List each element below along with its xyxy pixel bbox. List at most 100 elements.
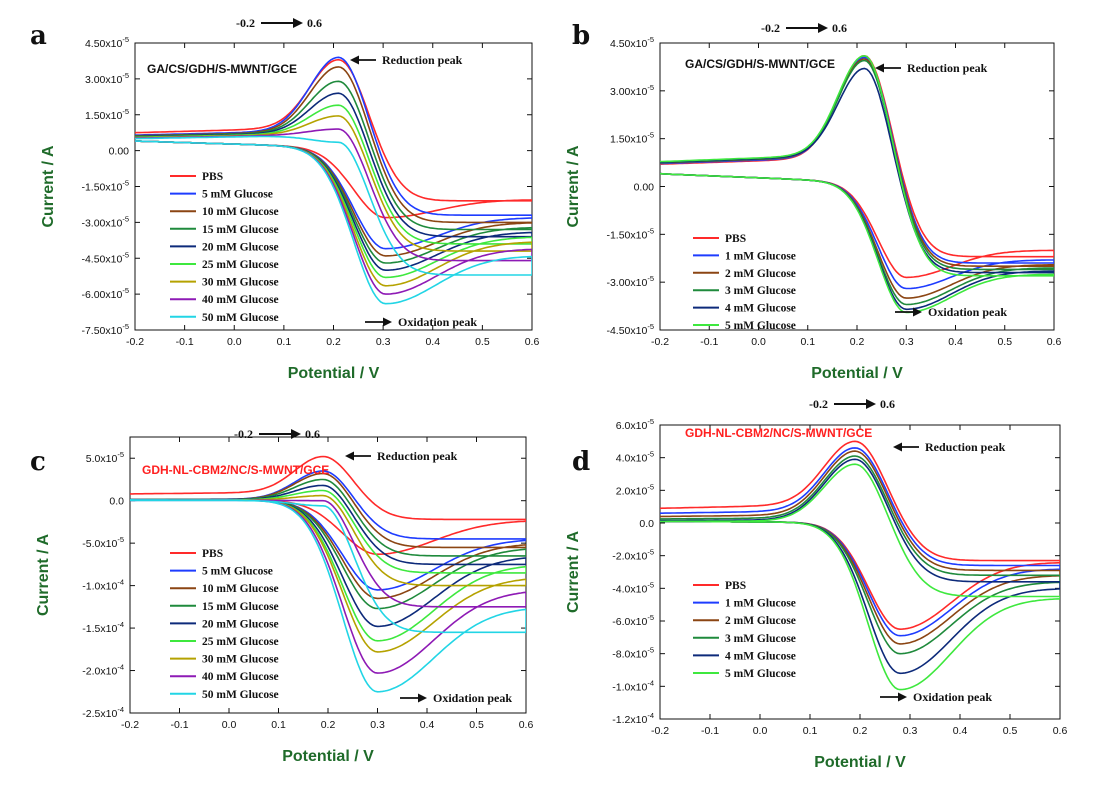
series-line-1 — [660, 54, 1054, 279]
curves — [135, 56, 532, 305]
panel-letter: a — [30, 21, 47, 51]
y-tick-label: -1.2x10-4 — [612, 711, 654, 726]
x-tick-label: -0.1 — [170, 719, 188, 731]
oxidation-peak-label: Oxidation peak — [398, 315, 477, 329]
legend-entry: 5 mM Glucose — [725, 668, 796, 680]
legend-entry: 5 mM Glucose — [202, 189, 273, 201]
x-axis-title: Potential / V — [282, 748, 374, 765]
y-tick-label: -1.5x10-4 — [82, 620, 124, 635]
reduction-annotation: Reduction peak — [875, 61, 988, 75]
x-tick-label: 0.3 — [370, 719, 385, 731]
reduction-annotation: Reduction peak — [350, 53, 463, 67]
x-tick-label: 0.1 — [277, 336, 292, 348]
y-tick-label: 3.00x10-5 — [610, 83, 654, 98]
panel-letter: c — [30, 447, 46, 477]
y-tick-label: -4.50x10-5 — [81, 250, 129, 265]
x-tick-label: -0.1 — [701, 725, 719, 737]
y-tick-label: 6.0x10-5 — [616, 417, 654, 432]
x-tick-label: 0.6 — [1053, 725, 1068, 737]
sweep-direction: -0.2 0.6 — [809, 397, 895, 411]
x-tick-label: 0.0 — [753, 725, 768, 737]
x-axis-title: Potential / V — [814, 754, 906, 771]
y-tick-label: -1.50x10-5 — [606, 226, 654, 241]
sweep-from: -0.2 — [761, 21, 780, 35]
plot-title: GA/CS/GDH/S-MWNT/GCE — [147, 62, 297, 76]
legend-entry: 20 mM Glucose — [202, 618, 279, 630]
legend-entry: 3 mM Glucose — [725, 633, 796, 645]
legend-entry: 1 mM Glucose — [725, 598, 796, 610]
legend-entry: 1 mM Glucose — [725, 250, 796, 262]
legend-entry: 50 mM Glucose — [202, 312, 279, 324]
y-tick-label: -3.00x10-5 — [81, 214, 129, 229]
arrowhead-right-icon — [418, 693, 427, 703]
x-tick-label: 0.0 — [227, 336, 242, 348]
reduction-peak-label: Reduction peak — [907, 61, 988, 75]
y-tick-label: 4.0x10-5 — [616, 450, 654, 465]
x-tick-label: 0.2 — [853, 725, 868, 737]
arrowhead-right-icon — [383, 317, 392, 327]
oxidation-annotation: Oxidation peak — [400, 691, 512, 705]
legend-entry: 5 mM Glucose — [725, 320, 796, 332]
y-tick-label: 2.0x10-5 — [616, 482, 654, 497]
sweep-to: 0.6 — [305, 427, 320, 441]
legend-entry: 30 mM Glucose — [202, 277, 279, 289]
legend-entry: 2 mM Glucose — [725, 615, 796, 627]
y-tick-label: -8.0x10-5 — [612, 646, 654, 661]
plot-title: GDH-NL-CBM2/NC/S-MWNT/GCE — [142, 463, 329, 477]
legend-entry: 20 mM Glucose — [202, 241, 279, 253]
oxidation-peak-label: Oxidation peak — [913, 690, 992, 704]
oxidation-annotation: Oxidation peak — [895, 305, 1007, 319]
sweep-from: -0.2 — [236, 16, 255, 30]
x-tick-label: 0.5 — [997, 336, 1012, 348]
x-tick-label: 0.5 — [1003, 725, 1018, 737]
y-axis-title: Current / A — [40, 145, 57, 228]
y-tick-label: -4.0x10-5 — [612, 580, 654, 595]
legend-entry: 25 mM Glucose — [202, 259, 279, 271]
y-tick-label: 4.50x10-5 — [610, 35, 654, 50]
legend-entry: 40 mM Glucose — [202, 671, 279, 683]
panel-letter: d — [572, 447, 590, 477]
x-tick-label: -0.2 — [121, 719, 139, 731]
curves — [660, 54, 1054, 314]
arrowhead-right-icon — [913, 307, 922, 317]
legend-entry: 30 mM Glucose — [202, 654, 279, 666]
plot-frame — [659, 42, 1055, 331]
legend-entry: 15 mM Glucose — [202, 601, 279, 613]
y-tick-label: 5.0x10-5 — [86, 450, 124, 465]
y-axis-title: Current / A — [565, 145, 582, 228]
legend-entry: 10 mM Glucose — [202, 583, 279, 595]
reduction-peak-label: Reduction peak — [925, 440, 1006, 454]
panel-d: d -0.2 -0.1 0.0 0.1 0.2 0.3 0.4 0.5 0.6 6.0x10-5 4.… — [565, 397, 1067, 771]
series-line-9 — [130, 498, 526, 693]
sweep-arrowhead-icon — [291, 429, 301, 439]
y-tick-label: -1.0x10-4 — [82, 578, 124, 593]
x-axis-title: Potential / V — [811, 365, 903, 382]
y-tick-label: 0.00 — [634, 182, 655, 194]
arrowhead-left-icon — [875, 63, 884, 73]
legend-entry: 50 mM Glucose — [202, 689, 279, 701]
sweep-to: 0.6 — [832, 21, 847, 35]
y-tick-label: 1.50x10-5 — [85, 107, 129, 122]
series-line-3 — [135, 66, 532, 257]
oxidation-peak-label: Oxidation peak — [433, 691, 512, 705]
x-tick-label: 0.4 — [948, 336, 963, 348]
x-tick-label: 0.2 — [850, 336, 865, 348]
legend-entry: 4 mM Glucose — [725, 303, 796, 315]
y-tick-label: 4.50x10-5 — [85, 35, 129, 50]
reduction-annotation: Reduction peak — [345, 449, 458, 463]
panel-a: a -0.2 -0.1 0.0 0.1 0.2 0.3 0.4 0.5 0.6 4.50x10-5 3… — [30, 16, 539, 382]
legend: PBS 1 mM Glucose 2 mM Glucose 3 mM Glucose 4… — [693, 233, 796, 332]
series-line-6 — [660, 54, 1054, 314]
y-tick-label: 0.0 — [639, 518, 654, 530]
series-line-4 — [660, 455, 1060, 655]
x-tick-label: 0.3 — [899, 336, 914, 348]
y-tick-label: -6.0x10-5 — [612, 613, 654, 628]
x-tick-label: -0.2 — [651, 336, 669, 348]
x-tick-label: 0.1 — [800, 336, 815, 348]
y-tick-label: -7.50x10-5 — [81, 322, 129, 337]
series-line-4 — [660, 59, 1054, 306]
arrowhead-left-icon — [893, 442, 902, 452]
oxidation-annotation: Oxidation peak — [365, 315, 477, 329]
legend-entry: 15 mM Glucose — [202, 224, 279, 236]
